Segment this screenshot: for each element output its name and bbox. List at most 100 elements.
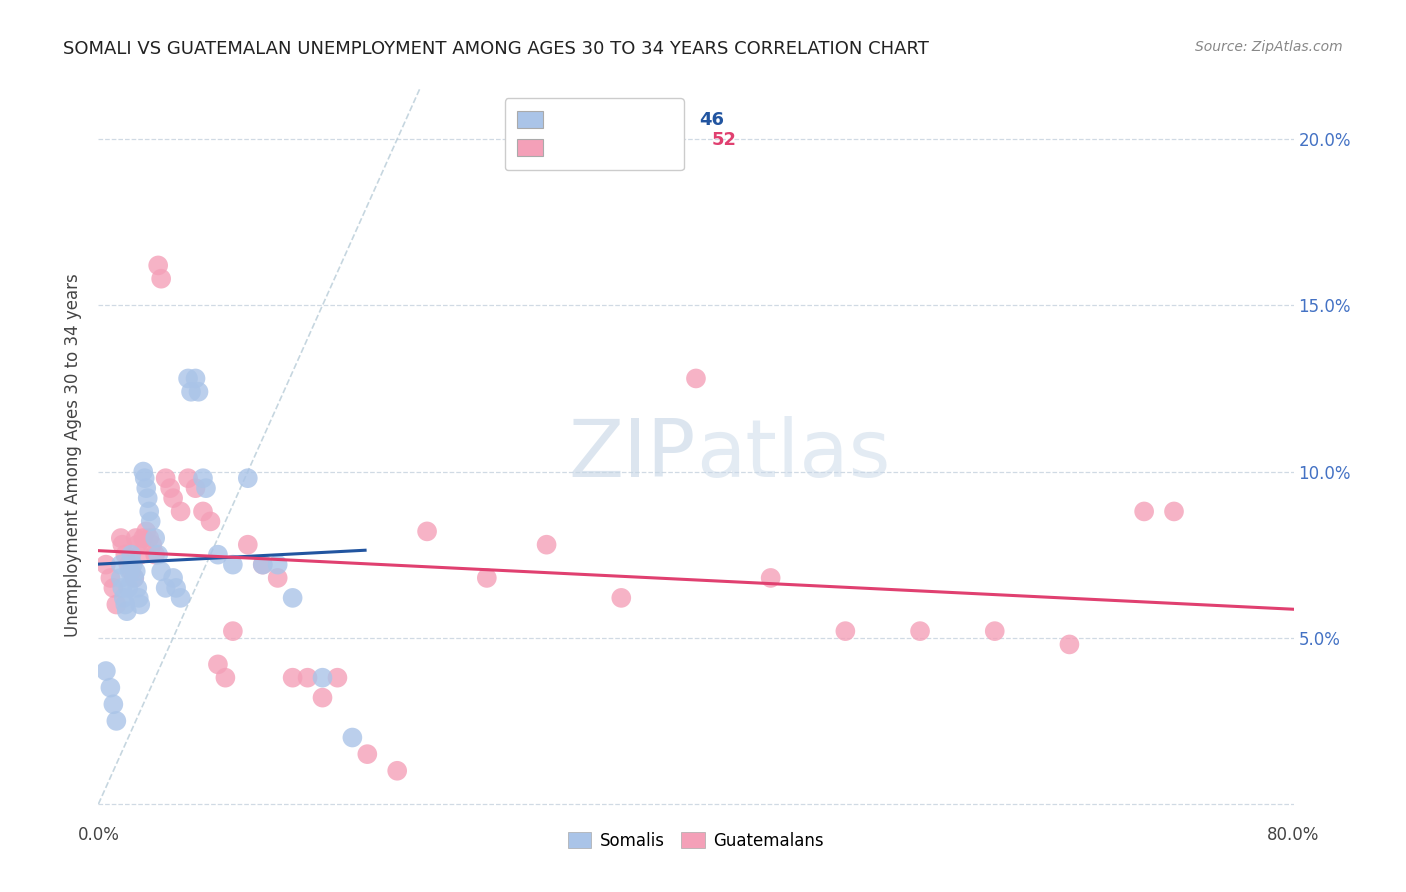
Point [105,598,128,612]
Point [129,598,152,612]
Point [159,481,181,495]
Point [252,558,274,572]
Text: N =: N = [616,111,673,129]
Point [112,591,135,605]
Point [135,481,157,495]
Point [222,624,245,639]
Point [311,690,333,705]
Point [267,558,290,572]
Point [165,581,187,595]
Point [356,747,378,761]
Text: R =: R = [509,111,547,129]
Point [326,671,349,685]
Point [132,531,155,545]
Point [214,671,236,685]
Point [195,481,218,495]
Text: Source: ZipAtlas.com: Source: ZipAtlas.com [1195,40,1343,54]
Point [94,558,117,572]
Point [111,538,134,552]
Text: 0.433: 0.433 [557,111,613,129]
Point [118,564,141,578]
Point [138,504,160,518]
Point [148,259,170,273]
Point [311,671,333,685]
Point [115,604,138,618]
Text: 52: 52 [711,131,737,149]
Point [342,731,364,745]
Point [103,698,125,712]
Point [162,491,184,505]
Legend: Somalis, Guatemalans: Somalis, Guatemalans [561,825,831,856]
Point [267,571,290,585]
Point [187,384,209,399]
Point [127,538,149,552]
Point [136,491,159,505]
Point [207,657,229,672]
Point [139,515,162,529]
Point [385,764,409,778]
Point [1163,504,1185,518]
Point [117,581,139,595]
Point [184,371,207,385]
Point [169,504,191,518]
Point [281,671,304,685]
Point [143,531,166,545]
Point [127,581,149,595]
Text: atlas: atlas [696,416,890,494]
Point [759,571,782,585]
Point [191,471,214,485]
Point [110,558,132,572]
Point [103,581,125,595]
Point [222,558,245,572]
Point [180,384,202,399]
Point [200,515,222,529]
Point [834,624,856,639]
Text: 46: 46 [700,111,724,129]
Point [114,598,136,612]
Point [177,471,200,485]
Point [117,558,139,572]
Point [121,558,143,572]
Text: 0.115: 0.115 [568,131,626,149]
Y-axis label: Unemployment Among Ages 30 to 34 years: Unemployment Among Ages 30 to 34 years [65,273,83,637]
Point [536,538,558,552]
Point [685,371,707,385]
Point [110,571,132,585]
Point [984,624,1007,639]
Point [191,504,214,518]
Point [120,564,142,578]
Point [908,624,931,639]
Point [281,591,304,605]
Text: ZIP: ZIP [568,416,696,494]
Point [162,571,184,585]
Point [1059,637,1081,651]
Point [148,548,170,562]
Point [416,524,439,539]
Point [98,681,122,695]
Text: R =: R = [509,131,553,149]
Point [135,524,157,539]
Point [138,531,160,545]
Point [94,664,117,678]
Point [207,548,229,562]
Point [1133,504,1156,518]
Point [120,548,142,562]
Point [610,591,633,605]
Point [125,531,148,545]
Point [155,471,177,485]
Point [150,564,173,578]
Point [169,591,191,605]
Text: N =: N = [628,131,685,149]
Point [184,481,207,495]
Point [124,571,146,585]
Point [236,471,259,485]
Point [475,571,498,585]
Point [114,548,136,562]
Text: SOMALI VS GUATEMALAN UNEMPLOYMENT AMONG AGES 30 TO 34 YEARS CORRELATION CHART: SOMALI VS GUATEMALAN UNEMPLOYMENT AMONG … [63,40,929,58]
Point [141,538,163,552]
Point [98,571,122,585]
Point [105,714,128,728]
Point [129,548,152,562]
Point [128,591,150,605]
Point [155,581,177,595]
